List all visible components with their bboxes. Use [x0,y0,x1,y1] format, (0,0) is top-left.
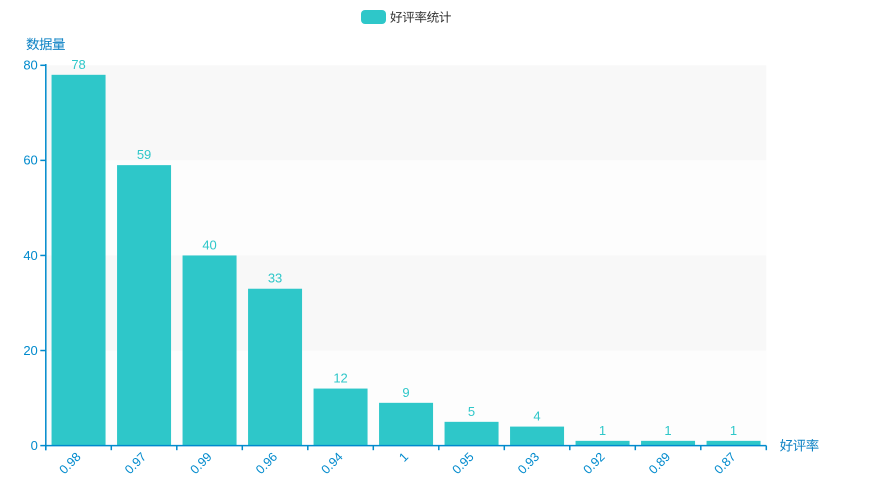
svg-text:59: 59 [137,147,151,162]
svg-text:80: 80 [23,58,37,73]
svg-text:1: 1 [730,423,737,438]
svg-text:40: 40 [202,238,216,253]
svg-text:1: 1 [664,423,671,438]
svg-text:60: 60 [23,153,37,168]
svg-text:40: 40 [23,248,37,263]
svg-text:9: 9 [402,385,409,400]
svg-text:1: 1 [599,423,606,438]
svg-text:12: 12 [333,371,347,386]
svg-text:33: 33 [268,271,282,286]
svg-text:0: 0 [31,438,38,453]
svg-text:20: 20 [23,343,37,358]
svg-text:5: 5 [468,404,475,419]
svg-text:78: 78 [71,57,85,72]
svg-text:4: 4 [533,409,540,424]
